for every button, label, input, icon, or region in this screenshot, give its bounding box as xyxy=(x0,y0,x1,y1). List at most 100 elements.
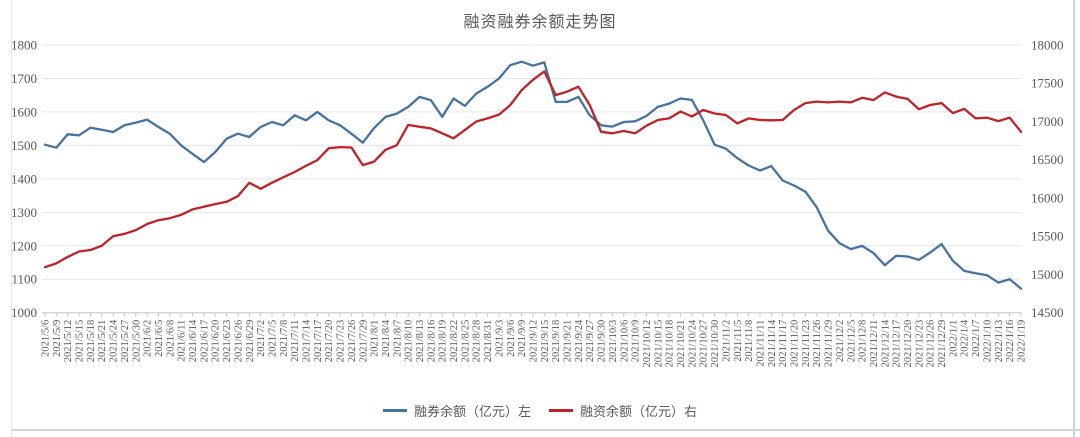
x-tick-label: 2021/5/18 xyxy=(86,320,97,363)
x-tick-label: 2021/10/18 xyxy=(665,320,676,368)
x-tick-label: 2021/8/25 xyxy=(460,320,471,363)
x-tick-label: 2021/11/11 xyxy=(755,320,766,367)
x-tick-label: 2021/9/6 xyxy=(506,320,517,357)
x-tick-label: 2022/1/19 xyxy=(1017,320,1028,363)
x-tick-label: 2022/1/7 xyxy=(971,320,982,357)
x-tick-label: 2021/5/12 xyxy=(63,320,74,363)
y-right-tick-label: 18000 xyxy=(1031,38,1064,53)
y-left-tick-label: 1500 xyxy=(11,138,37,153)
x-tick-label: 2021/12/23 xyxy=(914,320,925,368)
x-tick-label: 2021/9/12 xyxy=(529,320,540,363)
y-left-tick-label: 1700 xyxy=(11,71,37,86)
x-tick-label: 2021/8/7 xyxy=(392,320,403,357)
y-left-tick-label: 1300 xyxy=(11,205,37,220)
x-tick-label: 2021/10/9 xyxy=(631,320,642,363)
x-tick-label: 2021/12/20 xyxy=(903,320,914,368)
x-tick-label: 2021/11/29 xyxy=(824,320,835,367)
y-right-tick-label: 17000 xyxy=(1031,114,1064,129)
x-tick-label: 2021/6/5 xyxy=(154,320,165,357)
x-tick-label: 2021/6/11 xyxy=(177,320,188,362)
series-line-rongquan xyxy=(43,60,1023,290)
x-tick-label: 2021/11/2 xyxy=(721,320,732,362)
x-tick-label: 2021/7/23 xyxy=(336,320,347,363)
x-tick-label: 2021/6/23 xyxy=(222,320,233,363)
x-tick-label: 2021/9/27 xyxy=(585,320,596,363)
x-tick-label: 2021/8/19 xyxy=(438,320,449,363)
chart-legend: 融券余额（亿元）左 融资余额（亿元）右 xyxy=(0,401,1080,420)
y-right-tick-label: 16000 xyxy=(1031,190,1064,205)
x-tick-label: 2021/5/6 xyxy=(41,320,52,357)
x-tick-label: 2021/8/1 xyxy=(370,320,381,357)
x-tick-label: 2021/6/14 xyxy=(188,319,199,362)
x-tick-label: 2021/8/4 xyxy=(381,319,392,357)
page-border-bottom[interactable] xyxy=(11,429,1080,431)
x-tick-label: 2021/7/26 xyxy=(347,320,358,363)
x-tick-label: 2021/9/18 xyxy=(551,320,562,363)
x-tick-label: 2021/5/24 xyxy=(109,319,120,362)
series-line-rongzi xyxy=(43,70,1023,269)
y-left-tick-label: 1600 xyxy=(11,104,37,119)
x-tick-label: 2022/1/4 xyxy=(960,319,971,357)
x-tick-label: 2021/7/8 xyxy=(279,320,290,357)
x-tick-label: 2021/12/2 xyxy=(835,320,846,363)
x-tick-label: 2021/9/3 xyxy=(494,320,505,357)
x-tick-label: 2022/1/13 xyxy=(994,320,1005,363)
y-left-tick-label: 1800 xyxy=(11,38,37,53)
x-tick-label: 2021/11/23 xyxy=(801,320,812,367)
x-tick-label: 2021/6/26 xyxy=(233,320,244,363)
x-tick-label: 2021/8/13 xyxy=(415,320,426,363)
page-border-right[interactable] xyxy=(1073,0,1075,437)
x-tick-label: 2021/11/17 xyxy=(778,320,789,367)
y-right-tick-label: 17500 xyxy=(1031,76,1064,91)
x-tick-label: 2021/12/8 xyxy=(858,320,869,363)
x-tick-label: 2021/12/17 xyxy=(892,320,903,368)
x-tick-label: 2021/7/20 xyxy=(324,320,335,363)
legend-label-rongzi: 融资余额（亿元）右 xyxy=(580,404,698,419)
x-tick-label: 2021/7/11 xyxy=(290,320,301,362)
x-tick-label: 2022/1/10 xyxy=(982,320,993,363)
legend-line-marker-blue xyxy=(382,409,407,412)
x-tick-label: 2021/11/26 xyxy=(812,320,823,367)
x-tick-label: 2021/11/5 xyxy=(733,320,744,362)
x-tick-label: 2022/1/1 xyxy=(948,320,959,357)
y-right-tick-label: 15500 xyxy=(1031,229,1064,244)
y-left-tick-label: 1100 xyxy=(11,272,37,287)
x-tick-label: 2021/9/9 xyxy=(517,320,528,357)
x-tick-label: 2021/12/29 xyxy=(937,320,948,368)
x-tick-label: 2021/5/30 xyxy=(131,320,142,363)
x-tick-label: 2021/6/8 xyxy=(165,320,176,357)
x-tick-label: 2021/11/14 xyxy=(767,319,778,367)
x-tick-label: 2022/1/16 xyxy=(1005,320,1016,363)
x-tick-label: 2021/5/27 xyxy=(120,320,131,363)
x-tick-label: 2021/10/3 xyxy=(608,320,619,363)
x-tick-label: 2021/11/20 xyxy=(790,320,801,367)
x-tick-label: 2021/8/31 xyxy=(483,320,494,363)
x-tick-label: 2021/8/22 xyxy=(449,320,460,363)
page-border-left xyxy=(11,0,12,437)
x-tick-label: 2021/5/21 xyxy=(97,320,108,363)
x-tick-label: 2021/7/17 xyxy=(313,320,324,363)
x-tick-label: 2021/7/29 xyxy=(358,320,369,363)
x-tick-label: 2021/11/8 xyxy=(744,320,755,362)
x-tick-label: 2021/8/10 xyxy=(404,320,415,363)
y-left-tick-label: 1400 xyxy=(11,171,37,186)
y-left-tick-label: 1000 xyxy=(11,305,37,320)
x-tick-label: 2021/9/30 xyxy=(597,320,608,363)
x-tick-label: 2021/5/9 xyxy=(52,320,63,357)
x-tick-label: 2021/8/16 xyxy=(426,320,437,363)
legend-label-rongquan: 融券余额（亿元）左 xyxy=(413,404,531,419)
x-tick-label: 2021/5/15 xyxy=(75,320,86,363)
x-tick-label: 2021/10/12 xyxy=(642,320,653,368)
x-tick-label: 2021/9/15 xyxy=(540,320,551,363)
x-tick-label: 2021/6/2 xyxy=(143,320,154,357)
x-tick-label: 2021/7/2 xyxy=(256,320,267,357)
x-tick-label: 2021/10/24 xyxy=(687,319,698,368)
x-tick-label: 2021/7/14 xyxy=(302,319,313,362)
x-tick-label: 2021/12/5 xyxy=(846,320,857,363)
x-tick-label: 2021/10/30 xyxy=(710,320,721,368)
x-tick-label: 2021/12/11 xyxy=(869,320,880,367)
y-right-tick-label: 16500 xyxy=(1031,152,1064,167)
x-tick-label: 2021/10/15 xyxy=(653,320,664,368)
